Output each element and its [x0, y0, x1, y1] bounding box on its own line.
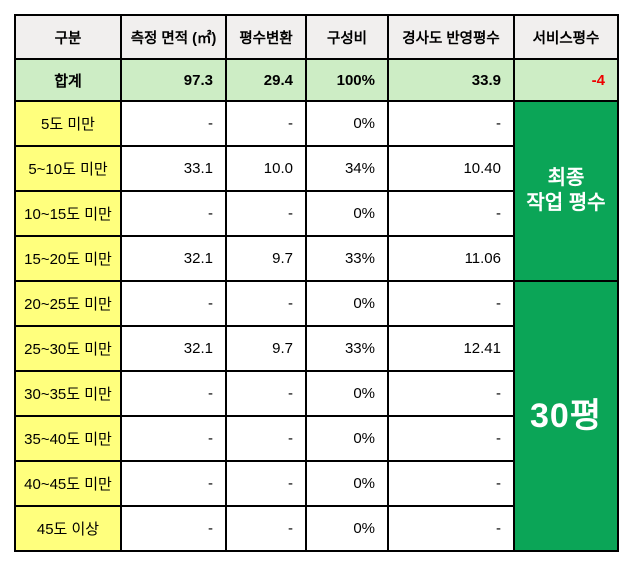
- value-cell-ratio[interactable]: 0%: [305, 100, 389, 147]
- value-cell-pyeong[interactable]: -: [225, 190, 307, 237]
- value-cell-area[interactable]: -: [120, 460, 227, 507]
- column-header-category[interactable]: 구분: [14, 14, 122, 60]
- table-row: 45도 이상 - -0% -: [14, 505, 618, 552]
- category-cell[interactable]: 30~35도 미만: [14, 370, 122, 417]
- total-cell-area[interactable]: 97.3: [120, 58, 227, 102]
- value-cell-slope_pyeong[interactable]: -: [387, 370, 515, 417]
- value-cell-slope_pyeong[interactable]: -: [387, 100, 515, 147]
- table-row: 25~30도 미만 32.1 9.7 33% 12.41: [14, 325, 618, 372]
- table-row: 35~40도 미만 - -0% -: [14, 415, 618, 462]
- column-header-pyeong[interactable]: 평수변환: [225, 14, 307, 60]
- value-cell-area[interactable]: 32.1: [120, 235, 227, 282]
- table-row: 40~45도 미만 - -0% -: [14, 460, 618, 507]
- total-cell-slope_pyeong[interactable]: 33.9: [387, 58, 515, 102]
- value-cell-area[interactable]: 32.1: [120, 325, 227, 372]
- value-cell-area[interactable]: -: [120, 505, 227, 552]
- category-cell[interactable]: 20~25도 미만: [14, 280, 122, 327]
- total-row: 합계 97.3 29.4 100% 33.9 -4: [14, 58, 619, 102]
- column-header-service_pyeong[interactable]: 서비스평수: [513, 14, 619, 60]
- table-row: 5~10도 미만 33.1 10.0 34% 10.40: [14, 145, 618, 192]
- value-cell-ratio[interactable]: 0%: [305, 460, 389, 507]
- value-cell-slope_pyeong[interactable]: -: [387, 190, 515, 237]
- total-cell-pyeong[interactable]: 29.4: [225, 58, 307, 102]
- value-cell-area[interactable]: -: [120, 415, 227, 462]
- total-cell-ratio[interactable]: 100%: [305, 58, 389, 102]
- value-cell-ratio[interactable]: 0%: [305, 280, 389, 327]
- table-row: 15~20도 미만 32.1 9.7 33% 11.06: [14, 235, 618, 282]
- value-cell-pyeong[interactable]: 9.7: [225, 325, 307, 372]
- total-cell-service_pyeong[interactable]: -4: [513, 58, 619, 102]
- table-row: 5도 미만 - -0% - 최종 작업 평수: [14, 100, 619, 282]
- column-header-slope_pyeong[interactable]: 경사도 반영평수: [387, 14, 515, 60]
- value-cell-pyeong[interactable]: 10.0: [225, 145, 307, 192]
- value-cell-ratio[interactable]: 0%: [305, 505, 389, 552]
- table-row: 30~35도 미만 - -0% -: [14, 370, 618, 417]
- value-cell-slope_pyeong[interactable]: -: [387, 460, 515, 507]
- value-cell-pyeong[interactable]: -: [225, 505, 307, 552]
- value-cell-area[interactable]: -: [120, 280, 227, 327]
- category-cell[interactable]: 5~10도 미만: [14, 145, 122, 192]
- final-work-pyeong-cell[interactable]: 최종 작업 평수: [513, 100, 619, 282]
- table-body: 5도 미만 - -0% - 최종 작업 평수 5~10도 미만 33.1 10.0 34% 10.…: [14, 100, 619, 552]
- value-cell-pyeong[interactable]: -: [225, 100, 307, 147]
- value-cell-pyeong[interactable]: 9.7: [225, 235, 307, 282]
- value-cell-ratio[interactable]: 33%: [305, 325, 389, 372]
- header-row: 구분 측정 면적 (㎡) 평수변환 구성비 경사도 반영평수 서비스평수: [14, 14, 619, 60]
- slope-area-table: 구분 측정 면적 (㎡) 평수변환 구성비 경사도 반영평수 서비스평수 합계 97.3 29…: [14, 14, 619, 552]
- value-cell-slope_pyeong[interactable]: 10.40: [387, 145, 515, 192]
- category-cell[interactable]: 25~30도 미만: [14, 325, 122, 372]
- category-cell[interactable]: 45도 이상: [14, 505, 122, 552]
- value-cell-area[interactable]: -: [120, 370, 227, 417]
- value-cell-pyeong[interactable]: -: [225, 460, 307, 507]
- value-cell-area[interactable]: 33.1: [120, 145, 227, 192]
- value-cell-ratio[interactable]: 33%: [305, 235, 389, 282]
- value-cell-slope_pyeong[interactable]: 12.41: [387, 325, 515, 372]
- table-row: 20~25도 미만 - -0% -30평: [14, 280, 619, 552]
- value-cell-slope_pyeong[interactable]: -: [387, 415, 515, 462]
- category-cell[interactable]: 5도 미만: [14, 100, 122, 147]
- value-cell-slope_pyeong[interactable]: 11.06: [387, 235, 515, 282]
- value-cell-slope_pyeong[interactable]: -: [387, 505, 515, 552]
- value-cell-pyeong[interactable]: -: [225, 415, 307, 462]
- value-cell-ratio[interactable]: 0%: [305, 190, 389, 237]
- value-cell-area[interactable]: -: [120, 190, 227, 237]
- final-pyeong-value-cell[interactable]: 30평: [513, 280, 619, 552]
- value-cell-ratio[interactable]: 0%: [305, 370, 389, 417]
- value-cell-pyeong[interactable]: -: [225, 280, 307, 327]
- column-header-ratio[interactable]: 구성비: [305, 14, 389, 60]
- value-cell-ratio[interactable]: 34%: [305, 145, 389, 192]
- total-cell-category[interactable]: 합계: [14, 58, 122, 102]
- table-row: 10~15도 미만 - -0% -: [14, 190, 618, 237]
- category-cell[interactable]: 40~45도 미만: [14, 460, 122, 507]
- value-cell-slope_pyeong[interactable]: -: [387, 280, 515, 327]
- category-cell[interactable]: 10~15도 미만: [14, 190, 122, 237]
- value-cell-pyeong[interactable]: -: [225, 370, 307, 417]
- category-cell[interactable]: 35~40도 미만: [14, 415, 122, 462]
- column-header-area[interactable]: 측정 면적 (㎡): [120, 14, 227, 60]
- value-cell-area[interactable]: -: [120, 100, 227, 147]
- category-cell[interactable]: 15~20도 미만: [14, 235, 122, 282]
- value-cell-ratio[interactable]: 0%: [305, 415, 389, 462]
